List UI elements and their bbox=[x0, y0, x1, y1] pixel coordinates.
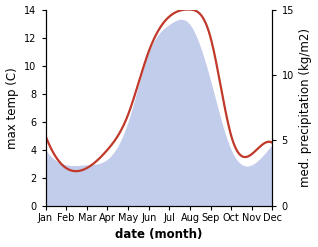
Y-axis label: med. precipitation (kg/m2): med. precipitation (kg/m2) bbox=[300, 28, 313, 187]
X-axis label: date (month): date (month) bbox=[115, 228, 203, 242]
Y-axis label: max temp (C): max temp (C) bbox=[5, 67, 18, 149]
